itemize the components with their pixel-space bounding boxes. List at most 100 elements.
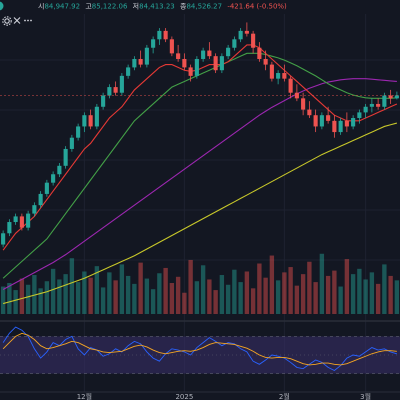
volume-bar [107,272,112,314]
candle [44,179,49,197]
settings-icon[interactable] [2,16,12,26]
candle [176,44,181,62]
osc-d-line [2,332,397,366]
ma-mid-line [2,52,397,279]
candle [119,73,124,96]
candle [338,118,343,135]
candle [13,213,18,225]
volume-bar [288,267,293,314]
candle [144,44,149,68]
symbol-status-dot [0,1,4,11]
volume-bars [0,253,400,314]
candle [207,42,212,59]
candle [101,92,106,110]
candle [138,50,143,68]
candle [201,47,206,62]
high-value: 85,122.06 [92,3,128,11]
candle [82,112,87,133]
volume-bar [257,263,262,314]
volume-bar [94,266,100,314]
volume-bar [50,268,56,314]
candle [251,30,256,54]
volume-bar [157,273,162,314]
volume-bar [350,274,356,314]
x-tick-label: 2025 [175,393,193,400]
volume-bar [325,275,331,314]
candle [157,28,162,45]
close-icon[interactable] [13,17,21,24]
candle [7,219,12,237]
volume-bar [150,289,156,314]
candle [257,42,262,62]
volume-bar [75,282,81,314]
volume-bar [113,280,118,314]
candle [26,210,31,231]
x-tick-label: 12월 [77,392,92,400]
volume-bar [100,287,106,314]
volume-bar [232,269,237,314]
volume-bar [69,258,75,314]
candle [269,61,274,82]
candle [113,81,118,96]
volume-bar [344,259,350,314]
volume-bar [132,283,137,314]
volume-bar [382,264,387,314]
volume-bar [238,282,243,314]
candles [1,22,399,248]
ohlc-legend: 시84,947.92 고85,122.06 저84,413.23 종84,526… [0,1,287,11]
ma-200-line [2,122,398,305]
svg-text:시84,947.92 고85,122.06: 시84,947.92 고85,122.06 저84,413.23 종84,526… [38,2,287,11]
candle [219,53,224,74]
candle [288,75,293,99]
volume-bar [244,271,250,314]
open-label: 시 [38,3,44,11]
low-value: 84,413.23 [139,3,175,11]
candle [169,36,174,57]
candle [38,191,43,208]
volume-bar [188,259,193,314]
candle [88,109,93,130]
change-value: -421.64 (-0.50%) [227,3,287,11]
moving-averages [2,44,398,305]
oscillator-pane [0,326,400,374]
volume-bar [88,277,93,314]
volume-bar [82,271,87,314]
candle [313,109,318,133]
volume-bar [57,279,62,314]
more-icon[interactable] [24,19,32,22]
high-label: 고 [85,3,92,11]
volume-bar [225,284,231,314]
volume-bar [119,264,125,314]
candle [369,98,374,113]
volume-bar [250,288,256,314]
candle [63,146,68,169]
low-label: 저 [133,2,139,11]
volume-bar [38,288,43,314]
volume-bar [44,281,50,314]
close-label: 종 [180,3,187,11]
toolbar-icons [2,16,32,26]
candle [344,112,349,133]
volume-bar [319,253,325,314]
volume-bar [194,281,200,314]
volume-bar [138,262,143,314]
volume-bar [300,274,306,314]
volume-bar [207,279,212,314]
candle [19,213,24,231]
volume-bar [313,282,318,314]
candle [194,56,199,79]
candle [244,22,249,37]
candle [376,98,381,110]
volume-bar [213,290,218,314]
candle [126,64,131,79]
volume-bar [388,275,393,314]
ma-long-line [2,78,397,290]
candle [151,36,156,54]
volume-bar [263,277,268,314]
candle [51,171,56,186]
volume-bar [0,286,6,314]
close-value: 84,526.27 [186,3,222,11]
volume-bar [25,284,31,314]
